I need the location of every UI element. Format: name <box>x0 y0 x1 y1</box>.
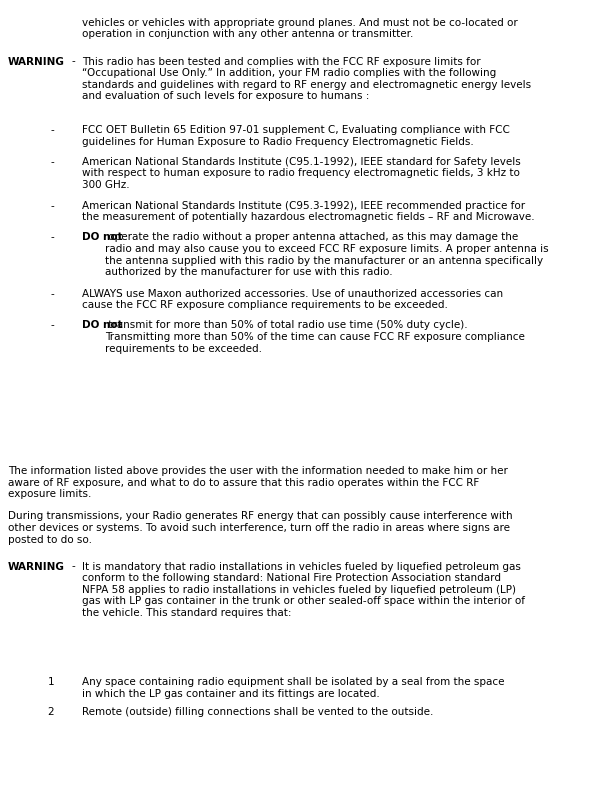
Text: -: - <box>50 289 54 299</box>
Text: WARNING: WARNING <box>8 57 65 66</box>
Text: vehicles or vehicles with appropriate ground planes. And must not be co-located : vehicles or vehicles with appropriate gr… <box>82 18 518 40</box>
Text: -: - <box>50 157 54 166</box>
Text: FCC OET Bulletin 65 Edition 97-01 supplement C, Evaluating compliance with FCC
g: FCC OET Bulletin 65 Edition 97-01 supple… <box>82 125 510 147</box>
Text: 2: 2 <box>47 707 54 717</box>
Text: -: - <box>50 125 54 135</box>
Text: -: - <box>50 321 54 330</box>
Text: Remote (outside) filling connections shall be vented to the outside.: Remote (outside) filling connections sha… <box>82 707 433 717</box>
Text: Any space containing radio equipment shall be isolated by a seal from the space
: Any space containing radio equipment sha… <box>82 677 505 699</box>
Text: WARNING: WARNING <box>8 562 65 571</box>
Text: American National Standards Institute (C95.1-1992), IEEE standard for Safety lev: American National Standards Institute (C… <box>82 157 521 190</box>
Text: operate the radio without a proper antenna attached, as this may damage the
radi: operate the radio without a proper anten… <box>105 233 549 277</box>
Text: American National Standards Institute (C95.3-1992), IEEE recommended practice fo: American National Standards Institute (C… <box>82 201 535 222</box>
Text: The information listed above provides the user with the information needed to ma: The information listed above provides th… <box>8 466 508 499</box>
Text: ALWAYS use Maxon authorized accessories. Use of unauthorized accessories can
cau: ALWAYS use Maxon authorized accessories.… <box>82 289 504 310</box>
Text: DO not: DO not <box>82 321 123 330</box>
Text: -: - <box>72 562 75 571</box>
Text: During transmissions, your Radio generates RF energy that can possibly cause int: During transmissions, your Radio generat… <box>8 511 513 545</box>
Text: -: - <box>50 201 54 211</box>
Text: -: - <box>50 233 54 242</box>
Text: DO not: DO not <box>82 233 123 242</box>
Text: It is mandatory that radio installations in vehicles fueled by liquefied petrole: It is mandatory that radio installations… <box>82 562 525 618</box>
Text: This radio has been tested and complies with the FCC RF exposure limits for
“Occ: This radio has been tested and complies … <box>82 57 531 101</box>
Text: 1: 1 <box>47 677 54 687</box>
Text: -: - <box>72 57 75 66</box>
Text: transmit for more than 50% of total radio use time (50% duty cycle).
Transmittin: transmit for more than 50% of total radi… <box>105 321 525 354</box>
